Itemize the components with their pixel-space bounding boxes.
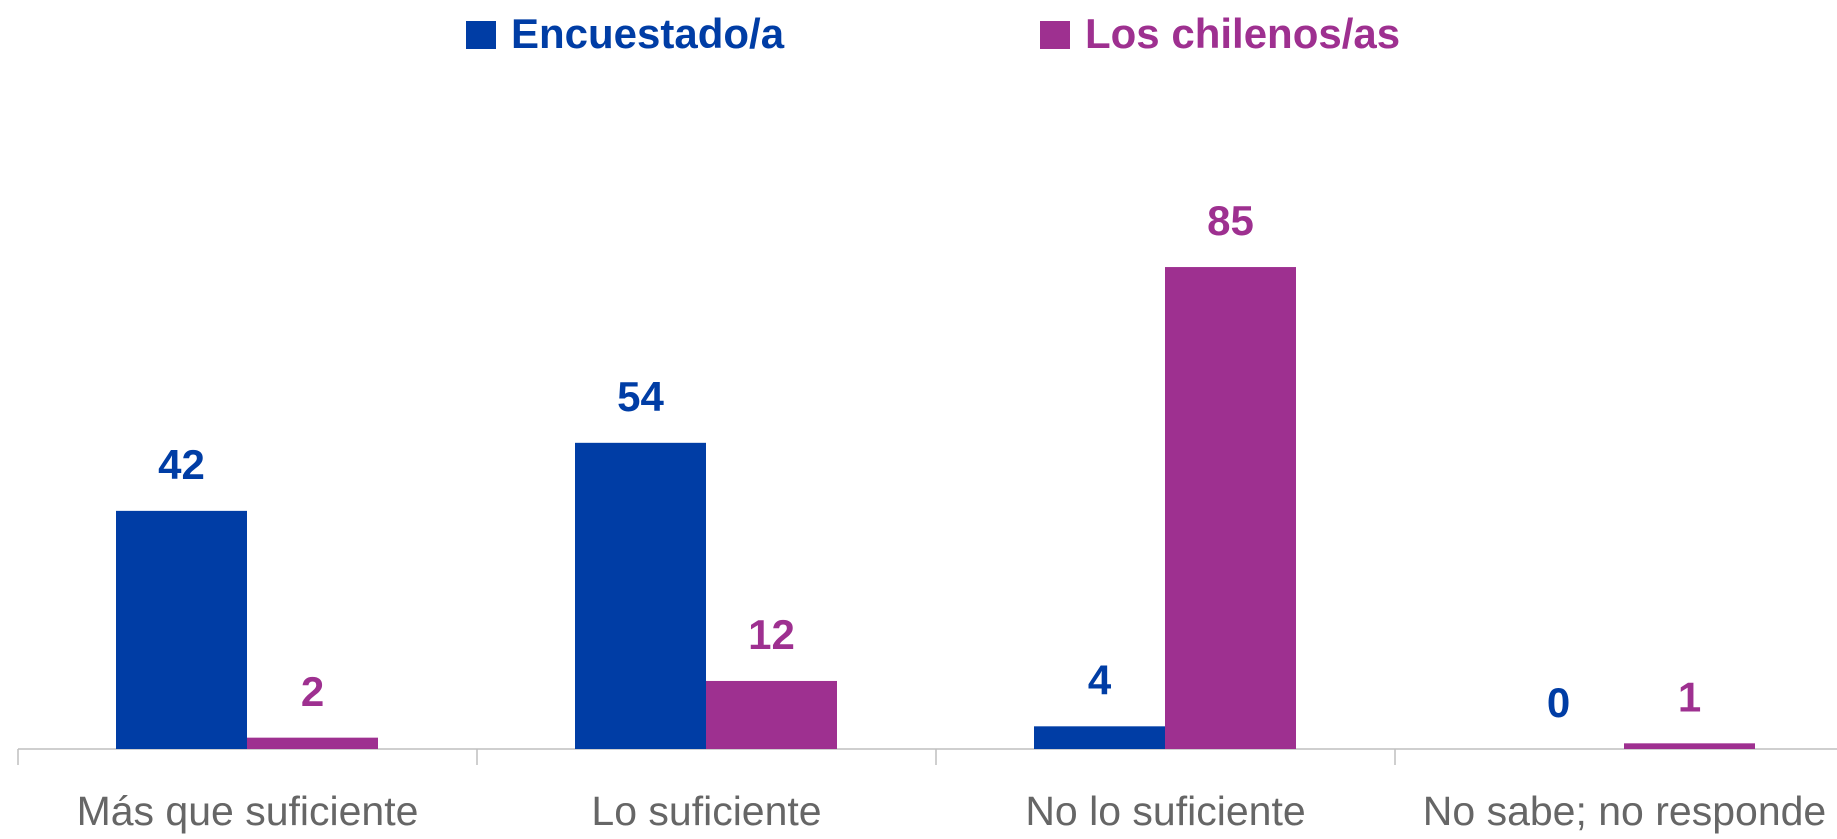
legend-swatch	[1040, 21, 1070, 49]
value-label: 0	[1547, 679, 1570, 726]
value-label: 1	[1678, 673, 1701, 720]
bar	[1624, 743, 1755, 749]
bar	[1034, 726, 1165, 749]
x-tick-label: No sabe; no responde	[1423, 788, 1826, 834]
bar	[575, 442, 706, 749]
value-label: 4	[1088, 656, 1112, 703]
x-tick-label: No lo suficiente	[1025, 788, 1305, 834]
value-label: 42	[158, 441, 205, 488]
value-label: 12	[748, 611, 795, 658]
bar	[247, 737, 378, 749]
value-label: 85	[1207, 197, 1254, 244]
legend-label: Encuestado/a	[511, 10, 785, 57]
x-tick-label: Lo suficiente	[591, 788, 821, 834]
x-tick-label: Más que suficiente	[77, 788, 419, 834]
bar	[706, 680, 837, 749]
bar	[1165, 267, 1296, 749]
legend-label: Los chilenos/as	[1085, 10, 1400, 57]
value-label: 54	[617, 373, 664, 420]
bar	[116, 510, 247, 749]
value-label: 2	[301, 668, 324, 715]
legend-swatch	[466, 21, 496, 49]
